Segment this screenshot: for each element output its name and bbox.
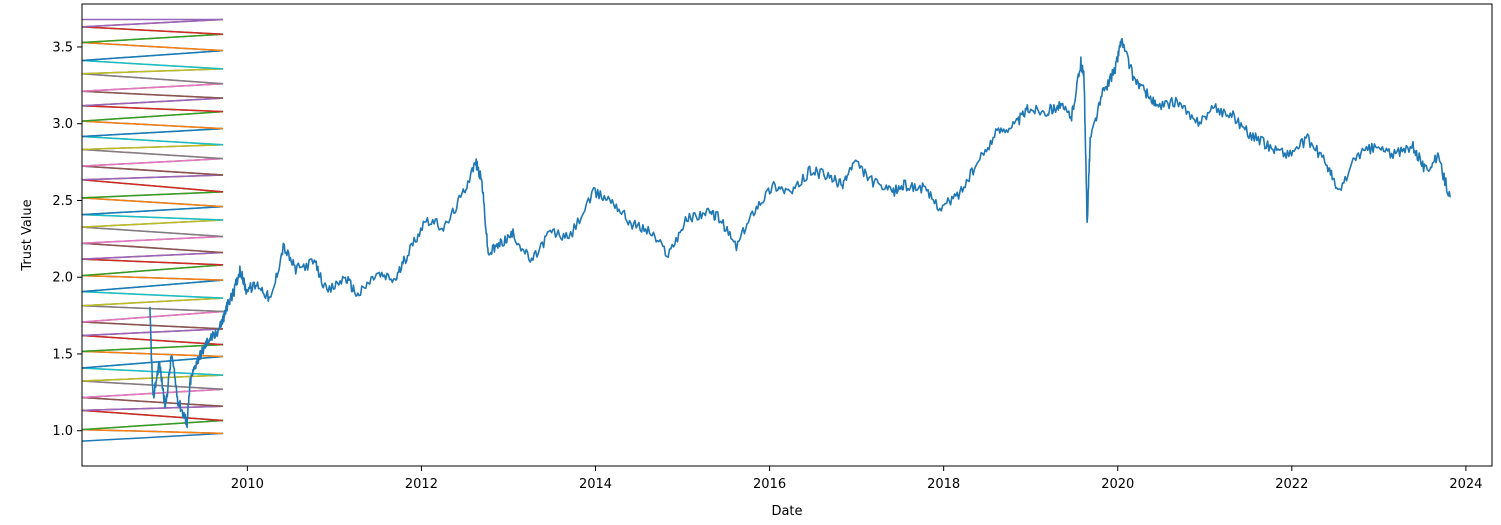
- x-tick-label: 2024: [1449, 477, 1482, 492]
- x-tick-label: 2020: [1101, 477, 1134, 492]
- overlap-series-line: [82, 279, 224, 299]
- trust-value-series-line: [149, 37, 1451, 429]
- overlap-series-line: [82, 120, 224, 138]
- overlap-series-line: [82, 82, 224, 99]
- overlap-series-line: [82, 290, 224, 307]
- overlap-series-line: [82, 328, 224, 346]
- overlap-series-line: [82, 90, 224, 107]
- overlap-series-line: [82, 235, 224, 254]
- y-tick-label: 1.0: [52, 424, 73, 439]
- x-tick-label: 2012: [405, 477, 438, 492]
- y-axis-label: Trust Value: [20, 199, 35, 271]
- overlap-series-line: [82, 321, 224, 337]
- y-tick-label: 2.0: [52, 271, 73, 286]
- y-tick-label: 3.0: [52, 117, 73, 132]
- overlap-series-line: [82, 213, 224, 228]
- y-axis: 1.0 1.5 2.0 2.5 3.0 3.5: [52, 40, 82, 439]
- overlap-series-line: [82, 179, 224, 199]
- overlap-series-line: [82, 157, 224, 176]
- overlap-series-line: [82, 409, 224, 431]
- overlap-series-line: [82, 127, 224, 146]
- x-tick-label: 2022: [1275, 477, 1308, 492]
- overlap-series-line: [82, 18, 224, 28]
- plot-frame: [81, 3, 1493, 467]
- plot-lines: [82, 18, 1451, 442]
- x-tick-label: 2016: [753, 477, 786, 492]
- x-axis: 2010 2012 2014 2016 2018 2020 2022 2024: [231, 466, 1482, 492]
- x-tick-label: 2010: [231, 477, 264, 492]
- overlap-series-line: [82, 41, 224, 62]
- overlap-series-line: [82, 26, 224, 44]
- overlap-series-line: [82, 219, 224, 238]
- x-tick-label: 2014: [579, 477, 612, 492]
- y-tick-label: 3.5: [52, 40, 73, 55]
- x-axis-label: Date: [771, 504, 802, 519]
- overlap-series-line: [82, 191, 224, 208]
- overlap-series-line: [82, 33, 224, 52]
- x-tick-label: 2018: [927, 477, 960, 492]
- overlap-series-line: [82, 197, 224, 216]
- y-tick-label: 2.5: [52, 194, 73, 209]
- y-tick-label: 1.5: [52, 347, 73, 362]
- overlap-series-line: [82, 18, 224, 36]
